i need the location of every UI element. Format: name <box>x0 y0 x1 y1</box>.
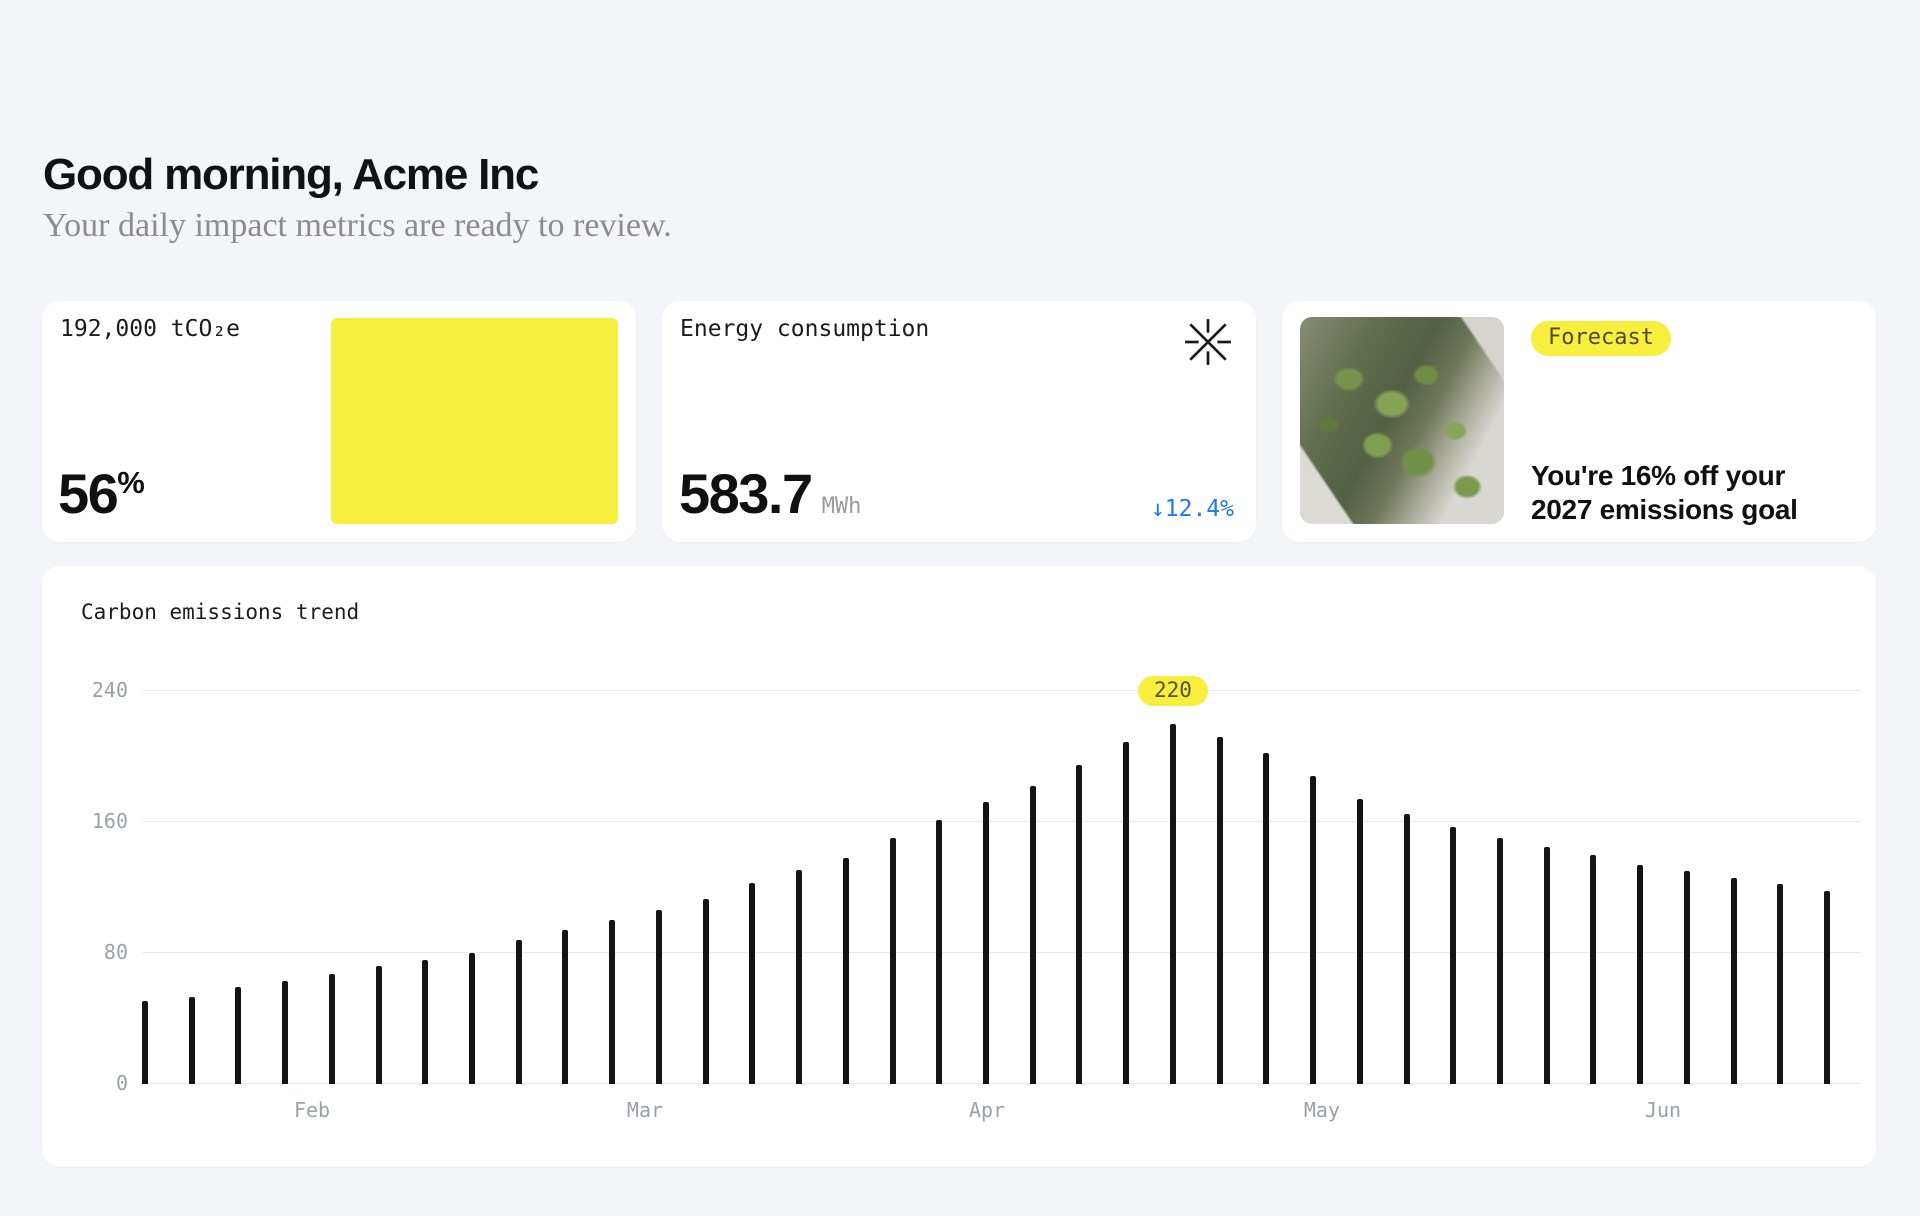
bar-11[interactable] <box>609 920 616 1084</box>
bar-20[interactable] <box>1029 785 1036 1084</box>
bar-22[interactable] <box>1123 741 1130 1084</box>
bar-33[interactable] <box>1637 864 1644 1084</box>
chart-title: Carbon emissions trend <box>81 600 360 624</box>
bar-28[interactable] <box>1403 813 1410 1084</box>
bar-4[interactable] <box>282 980 289 1084</box>
x-axis-label-may: May <box>1303 1098 1340 1122</box>
bar-21[interactable] <box>1076 764 1083 1084</box>
bar-7[interactable] <box>422 959 429 1084</box>
bar-37[interactable] <box>1824 890 1831 1084</box>
emissions-trend-card: Carbon emissions trend 0 80 160 240 Feb Mar Ap… <box>42 566 1876 1167</box>
bar-18[interactable] <box>936 820 943 1084</box>
bar-1[interactable] <box>141 1000 148 1084</box>
x-axis-label-apr: Apr <box>968 1098 1006 1122</box>
bar-31[interactable] <box>1543 846 1550 1084</box>
forecast-message: You're 16% off your 2027 emissions goal <box>1531 460 1798 526</box>
y-axis-tick-160: 160 <box>91 809 128 834</box>
x-axis-label-jun: Jun <box>1644 1098 1682 1122</box>
forecast-badge: Forecast <box>1531 321 1671 356</box>
bar-36[interactable] <box>1777 884 1784 1084</box>
bar-2[interactable] <box>188 997 195 1084</box>
gridline-y-0 <box>142 1082 1861 1084</box>
gridline-y-240 <box>142 689 1861 691</box>
bar-23[interactable] <box>1169 723 1176 1084</box>
energy-delta-badge: ↓12.4% <box>1150 496 1234 522</box>
x-axis-label-mar: Mar <box>626 1098 664 1122</box>
gridline-y-160 <box>142 820 1861 823</box>
energy-value: 583.7 MWh <box>679 461 861 526</box>
emissions-value-unit: % <box>117 465 145 500</box>
y-axis-tick-0: 0 <box>115 1071 128 1095</box>
bar-10[interactable] <box>562 930 569 1084</box>
emissions-card: 192,000 tCO₂e 56% <box>42 301 636 542</box>
page-title: Good morning, Acme Inc <box>43 150 539 199</box>
bar-9[interactable] <box>515 939 522 1084</box>
bar-27[interactable] <box>1356 799 1363 1084</box>
bar-14[interactable] <box>749 882 756 1084</box>
y-axis-tick-80: 80 <box>103 940 128 965</box>
forecast-card: Forecast You're 16% off your 2027 emissi… <box>1282 301 1876 542</box>
bar-17[interactable] <box>889 838 896 1084</box>
gridline-y-80 <box>142 951 1861 954</box>
bar-25[interactable] <box>1263 753 1270 1084</box>
asterisk-icon <box>1185 319 1231 365</box>
bar-34[interactable] <box>1683 871 1690 1084</box>
bar-30[interactable] <box>1497 838 1504 1084</box>
y-axis-tick-240: 240 <box>91 678 128 702</box>
bar-16[interactable] <box>842 858 849 1084</box>
energy-value-unit: MWh <box>821 494 862 519</box>
mossy-rock-image <box>1300 317 1504 524</box>
bar-29[interactable] <box>1450 826 1457 1084</box>
emissions-trend-chart: 0 80 160 240 Feb Mar Apr May Jun 220 <box>92 675 1861 1122</box>
bar-6[interactable] <box>375 966 382 1084</box>
emissions-label: 192,000 tCO₂e <box>60 316 241 342</box>
bar-32[interactable] <box>1590 854 1597 1084</box>
bar-8[interactable] <box>469 953 475 1084</box>
emissions-progress-block <box>331 318 618 524</box>
bar-15[interactable] <box>796 869 803 1084</box>
bar-12[interactable] <box>655 910 662 1084</box>
emissions-value: 56% <box>58 461 145 526</box>
bar-13[interactable] <box>702 898 709 1084</box>
metric-cards-row: 192,000 tCO₂e 56% Energy consumption 583… <box>42 301 1876 542</box>
x-axis-label-feb: Feb <box>293 1098 331 1122</box>
emissions-value-number: 56 <box>58 462 119 525</box>
bar-5[interactable] <box>328 974 335 1084</box>
bar-35[interactable] <box>1730 877 1737 1084</box>
energy-label: Energy consumption <box>680 316 930 342</box>
bar-24[interactable] <box>1216 736 1223 1084</box>
energy-value-number: 583.7 <box>679 462 813 525</box>
bar-3[interactable] <box>235 987 242 1084</box>
bar-19[interactable] <box>983 802 990 1084</box>
bar-26[interactable] <box>1310 776 1317 1084</box>
peak-value-badge: 220 <box>1137 675 1208 706</box>
energy-card: Energy consumption 583.7 MWh ↓12.4% <box>662 301 1256 542</box>
page-subtitle: Your daily impact metrics are ready to r… <box>43 207 672 244</box>
